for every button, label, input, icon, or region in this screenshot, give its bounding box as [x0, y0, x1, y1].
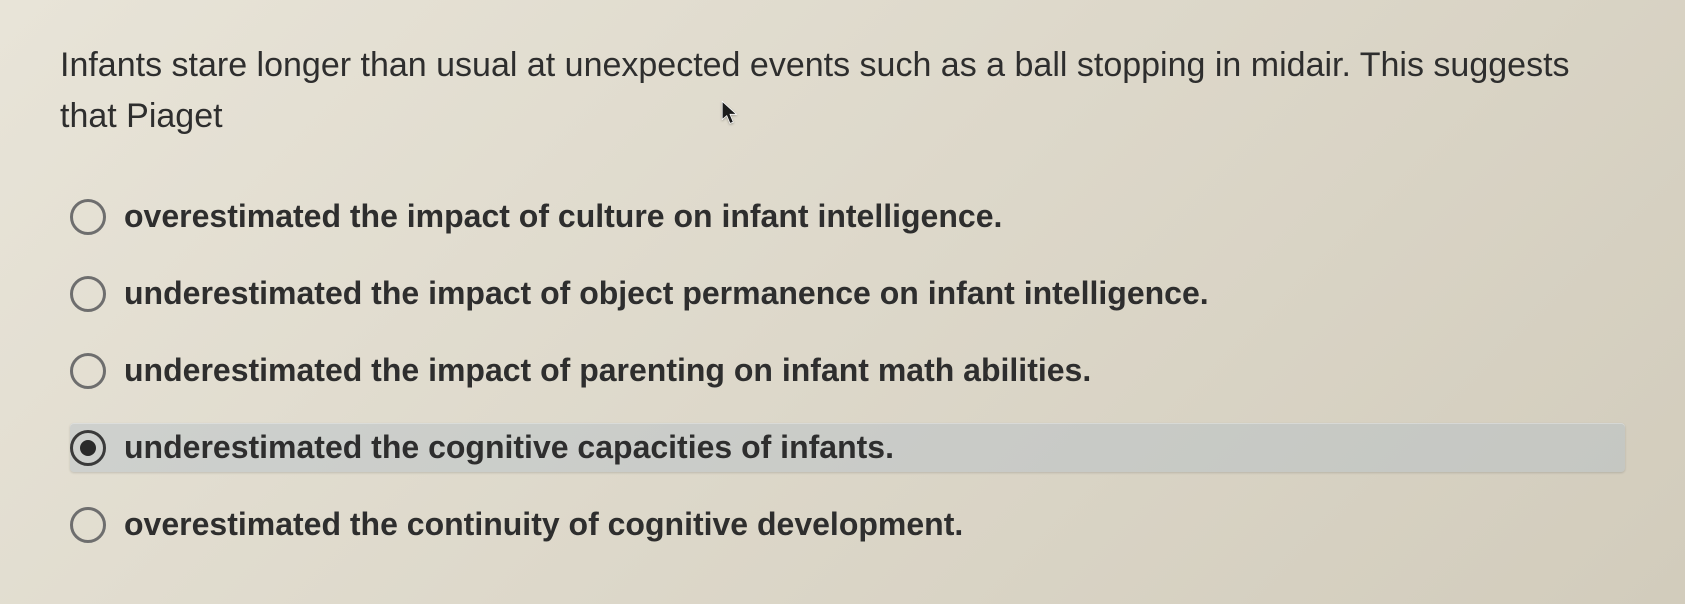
radio-icon [70, 199, 106, 235]
option-2[interactable]: underestimated the impact of parenting o… [70, 346, 1625, 395]
option-1[interactable]: underestimated the impact of object perm… [70, 269, 1625, 318]
option-label: overestimated the impact of culture on i… [124, 198, 1002, 235]
question-text: Infants stare longer than usual at unexp… [60, 40, 1625, 142]
radio-icon [70, 430, 106, 466]
option-label: underestimated the impact of object perm… [124, 275, 1209, 312]
radio-icon [70, 276, 106, 312]
radio-dot-icon [80, 440, 96, 456]
option-label: overestimated the continuity of cognitiv… [124, 506, 963, 543]
option-3[interactable]: underestimated the cognitive capacities … [70, 423, 1625, 472]
radio-icon [70, 507, 106, 543]
radio-icon [70, 353, 106, 389]
option-label: underestimated the impact of parenting o… [124, 352, 1091, 389]
option-label: underestimated the cognitive capacities … [124, 429, 894, 466]
option-0[interactable]: overestimated the impact of culture on i… [70, 192, 1625, 241]
options-list: overestimated the impact of culture on i… [60, 192, 1625, 549]
option-4[interactable]: overestimated the continuity of cognitiv… [70, 500, 1625, 549]
